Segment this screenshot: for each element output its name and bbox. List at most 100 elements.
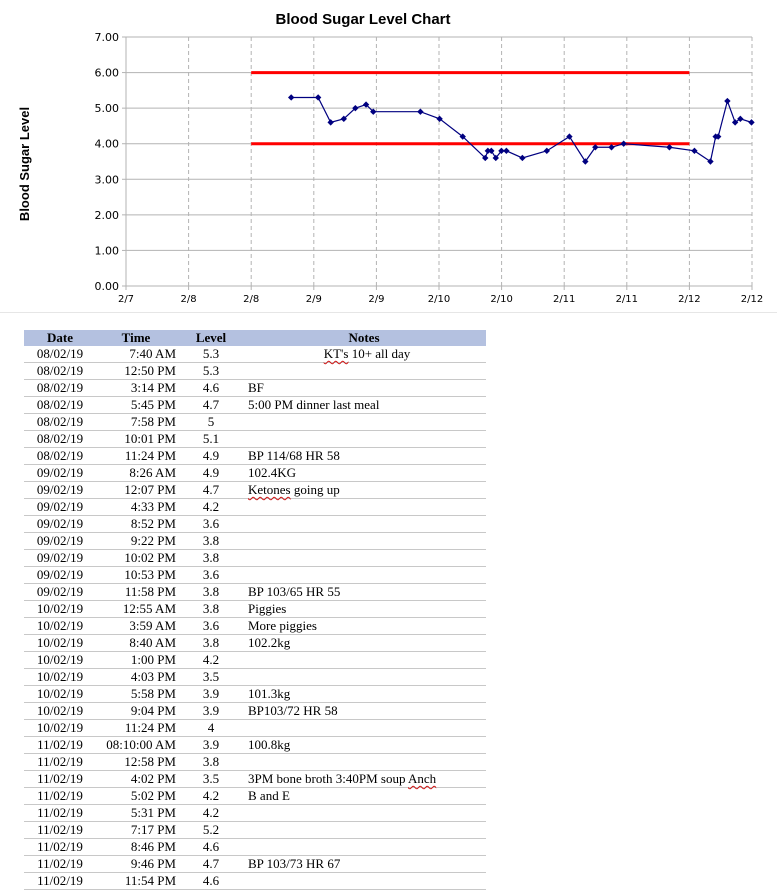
cell-notes: 101.3kg (242, 685, 486, 703)
x-tick-label: 2/9 (368, 294, 384, 305)
cell-notes (242, 362, 486, 380)
data-point (488, 147, 495, 155)
y-tick-label: 5.00 (95, 102, 120, 115)
x-tick-label: 2/12 (678, 294, 700, 305)
data-point (691, 147, 698, 155)
cell-notes (242, 668, 486, 686)
y-tick-labels: 0.00 1.00 2.00 3.00 4.00 5.00 6.00 7.00 (95, 31, 120, 293)
cell-time: 3:59 AM (96, 617, 180, 635)
cell-time: 9:22 PM (96, 532, 180, 550)
x-tick-label: 2/12 (741, 294, 763, 305)
cell-level: 4.2 (180, 498, 242, 516)
cell-notes (242, 719, 486, 737)
table-row: 08/02/19 3:14 PM 4.6 BF (24, 379, 486, 397)
cell-notes: 102.2kg (242, 634, 486, 652)
x-tick-label: 2/7 (118, 294, 134, 305)
data-point (492, 154, 499, 162)
cell-date: 08/02/19 (24, 447, 96, 465)
cell-level: 4.6 (180, 379, 242, 397)
cell-time: 08:10:00 AM (96, 736, 180, 754)
cell-date: 10/02/19 (24, 600, 96, 618)
cell-level: 4.7 (180, 855, 242, 873)
table-row: 11/02/19 5:31 PM 4.2 (24, 804, 486, 822)
cell-time: 8:46 PM (96, 838, 180, 856)
y-tick-label: 7.00 (95, 31, 120, 44)
cell-date: 08/02/19 (24, 346, 96, 363)
cell-time: 7:58 PM (96, 413, 180, 431)
column-header-level: Level (180, 330, 242, 346)
cell-level: 5 (180, 413, 242, 431)
cell-notes (242, 838, 486, 856)
cell-level: 4.7 (180, 481, 242, 499)
cell-date: 08/02/19 (24, 413, 96, 431)
data-point (724, 97, 731, 105)
cell-level: 3.6 (180, 566, 242, 584)
table-row: 10/02/19 5:58 PM 3.9 101.3kg (24, 685, 486, 703)
cell-time: 12:50 PM (96, 362, 180, 380)
cell-notes (242, 821, 486, 839)
cell-date: 11/02/19 (24, 804, 96, 822)
cell-date: 11/02/19 (24, 821, 96, 839)
cell-time: 12:07 PM (96, 481, 180, 499)
cell-notes (242, 566, 486, 584)
data-point (737, 115, 744, 123)
x-tick-label: 2/11 (553, 294, 575, 305)
line-chart: Blood Sugar Level Chart Blood Sugar Leve… (17, 11, 763, 305)
cell-notes (242, 515, 486, 533)
table-row: 09/02/19 8:26 AM 4.9 102.4KG (24, 464, 486, 482)
blood-sugar-log-table: Date Time Level Notes 08/02/19 7:40 AM 5.3… (24, 330, 486, 890)
series-line (291, 96, 752, 163)
cell-notes (242, 549, 486, 567)
cell-level: 4.2 (180, 651, 242, 669)
cell-time: 8:26 AM (96, 464, 180, 482)
cell-level: 3.5 (180, 770, 242, 788)
cell-time: 11:54 PM (96, 872, 180, 890)
cell-level: 3.8 (180, 549, 242, 567)
cell-notes (242, 651, 486, 669)
cell-time: 9:46 PM (96, 855, 180, 873)
cell-level: 5.2 (180, 821, 242, 839)
cell-time: 3:14 PM (96, 379, 180, 397)
data-point (459, 133, 466, 140)
table-row: 11/02/19 4:02 PM 3.5 3PM bone broth 3:40PM … (24, 770, 486, 788)
cell-date: 09/02/19 (24, 464, 96, 482)
cell-level: 3.8 (180, 583, 242, 601)
cell-level: 3.5 (180, 668, 242, 686)
cell-time: 4:02 PM (96, 770, 180, 788)
cell-notes: 102.4KG (242, 464, 486, 482)
y-axis-label: Blood Sugar Level (17, 107, 32, 221)
table-row: 08/02/19 11:24 PM 4.9 BP 114/68 HR 58 (24, 447, 486, 465)
cell-date: 08/02/19 (24, 362, 96, 380)
y-tick-label: 6.00 (95, 67, 120, 80)
cell-level: 4.9 (180, 447, 242, 465)
cell-level: 3.8 (180, 600, 242, 618)
table-row: 10/02/19 9:04 PM 3.9 BP103/72 HR 58 (24, 702, 486, 720)
table-row: 08/02/19 5:45 PM 4.7 5:00 PM dinner last me… (24, 396, 486, 414)
cell-time: 11:58 PM (96, 583, 180, 601)
cell-level: 3.8 (180, 753, 242, 771)
cell-time: 4:33 PM (96, 498, 180, 516)
cell-time: 5:02 PM (96, 787, 180, 805)
cell-date: 09/02/19 (24, 498, 96, 516)
table-row: 10/02/19 4:03 PM 3.5 (24, 668, 486, 686)
table-row: 08/02/19 12:50 PM 5.3 (24, 362, 486, 380)
data-point (287, 94, 295, 101)
data-point (608, 144, 615, 151)
cell-date: 11/02/19 (24, 770, 96, 788)
cell-time: 5:45 PM (96, 396, 180, 414)
data-point (543, 147, 551, 155)
cell-date: 08/02/19 (24, 396, 96, 414)
cell-level: 3.9 (180, 685, 242, 703)
cell-date: 11/02/19 (24, 736, 96, 754)
table-row: 10/02/19 8:40 AM 3.8 102.2kg (24, 634, 486, 652)
cell-date: 09/02/19 (24, 549, 96, 567)
cell-time: 8:52 PM (96, 515, 180, 533)
cell-notes: BP 103/73 HR 67 (242, 855, 486, 873)
table-body: 08/02/19 7:40 AM 5.3 KT's 10+ all day 08/02/… (24, 346, 486, 890)
cell-date: 10/02/19 (24, 651, 96, 669)
cell-time: 11:24 PM (96, 447, 180, 465)
data-point (620, 140, 627, 147)
data-point (748, 119, 755, 126)
chart-title: Blood Sugar Level Chart (275, 11, 450, 28)
cell-notes (242, 872, 486, 890)
